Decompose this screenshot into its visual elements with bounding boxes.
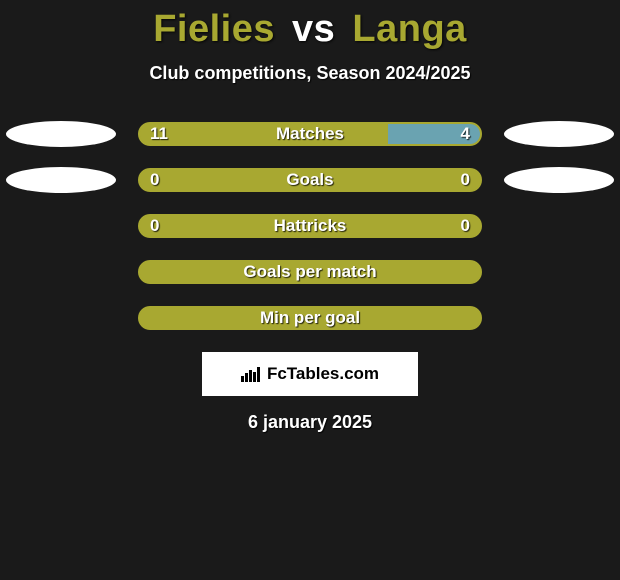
stat-row: Matches114 <box>0 122 620 146</box>
stat-right-value: 0 <box>461 216 470 236</box>
stat-left-value: 0 <box>150 170 159 190</box>
bar-chart-icon <box>241 366 261 382</box>
stat-bar: Hattricks00 <box>138 214 482 238</box>
stat-row: Goals00 <box>0 168 620 192</box>
stat-left-value: 0 <box>150 216 159 236</box>
stat-bar: Goals per match <box>138 260 482 284</box>
stat-bar: Min per goal <box>138 306 482 330</box>
stats-list: Matches114Goals00Hattricks00Goals per ma… <box>0 122 620 330</box>
stat-left-value: 11 <box>150 124 168 144</box>
branding-wrap: FcTables.com <box>0 352 620 396</box>
stat-bar: Matches114 <box>138 122 482 146</box>
stat-right-value: 0 <box>461 170 470 190</box>
bar-left-fill <box>140 170 480 190</box>
bar-left-fill <box>140 262 480 282</box>
date-label: 6 january 2025 <box>0 412 620 433</box>
player1-logo <box>6 121 116 147</box>
player1-name: Fielies <box>153 8 275 50</box>
player2-name: Langa <box>352 8 466 50</box>
bar-left-fill <box>140 216 480 236</box>
stat-row: Hattricks00 <box>0 214 620 238</box>
page-title: Fielies vs Langa <box>0 8 620 51</box>
bar-left-fill <box>140 308 480 328</box>
branding-text: FcTables.com <box>267 364 379 384</box>
subtitle: Club competitions, Season 2024/2025 <box>0 63 620 84</box>
vs-label: vs <box>292 8 335 50</box>
stat-row: Min per goal <box>0 306 620 330</box>
bar-left-fill <box>140 124 388 144</box>
player1-logo <box>6 167 116 193</box>
stat-bar: Goals00 <box>138 168 482 192</box>
player2-logo <box>504 121 614 147</box>
branding-badge[interactable]: FcTables.com <box>202 352 418 396</box>
stat-row: Goals per match <box>0 260 620 284</box>
stat-right-value: 4 <box>461 124 470 144</box>
player2-logo <box>504 167 614 193</box>
comparison-card: Fielies vs Langa Club competitions, Seas… <box>0 0 620 433</box>
